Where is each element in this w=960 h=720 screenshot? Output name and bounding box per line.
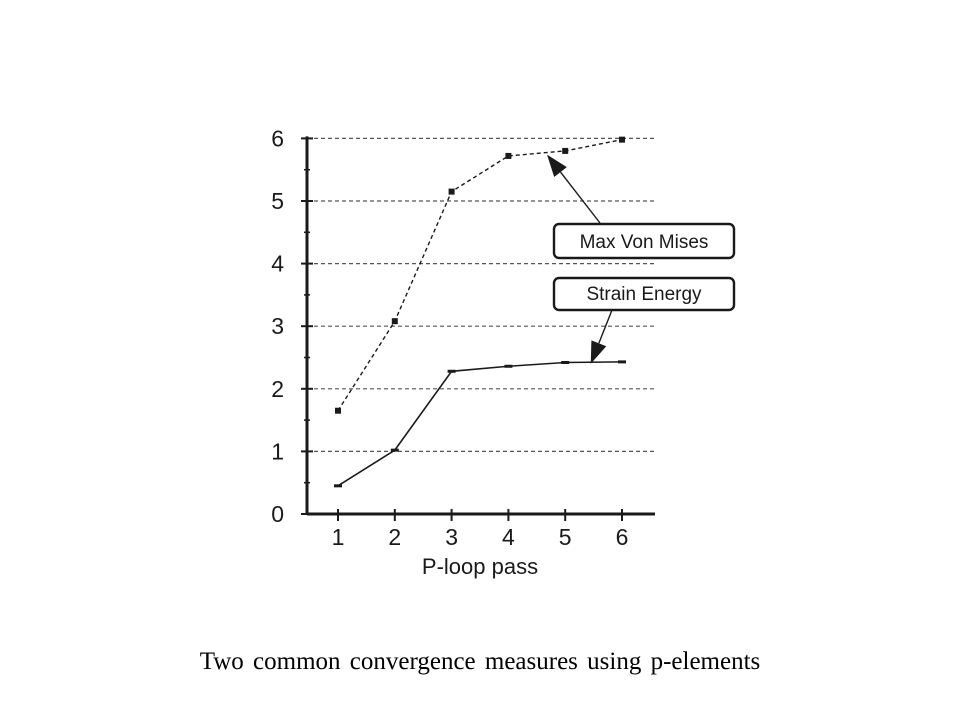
series-line <box>337 361 623 487</box>
data-point <box>505 152 512 159</box>
y-tick-label: 6 <box>271 125 284 151</box>
x-tick-label: 4 <box>502 524 515 550</box>
arrow-strain-energy <box>590 309 613 364</box>
callout-box-strain-energy <box>552 276 736 312</box>
callout-label-strain-energy: Strain Energy <box>586 284 702 305</box>
y-tick-label: 1 <box>271 438 284 464</box>
y-tick-label: 0 <box>271 501 284 527</box>
ticks: 0 1 2 3 4 5 6 1 2 3 4 5 6 <box>271 125 628 550</box>
data-point <box>391 318 398 325</box>
series-line <box>337 138 623 412</box>
arrow-head <box>547 154 567 177</box>
y-tick-label: 2 <box>271 376 284 402</box>
arrow-max-von-mises <box>547 154 601 224</box>
grid-lines <box>307 137 655 452</box>
x-tick-label: 1 <box>332 524 345 550</box>
series-strain-energy <box>334 360 626 488</box>
series-max-von-mises <box>335 136 625 414</box>
series <box>334 136 626 488</box>
y-tick-label: 3 <box>271 313 284 339</box>
callout-arrows <box>547 154 613 364</box>
x-axis-title: P-loop pass <box>422 554 538 579</box>
axes <box>305 136 655 516</box>
data-point <box>448 188 455 195</box>
arrow-head <box>590 340 607 364</box>
x-tick-label: 5 <box>559 524 572 550</box>
data-point <box>335 407 341 414</box>
data-point <box>562 147 569 154</box>
y-tick-label: 5 <box>271 188 284 214</box>
callout-label-max-von-mises: Max Von Mises <box>580 232 709 253</box>
callout-strain-energy: Strain Energy <box>552 276 736 312</box>
arrow-shaft <box>598 309 613 344</box>
data-point <box>619 136 625 143</box>
x-tick-label: 3 <box>445 524 458 550</box>
y-tick-label: 4 <box>271 251 284 277</box>
callout-box-max-von-mises <box>552 222 736 260</box>
x-tick-label: 2 <box>388 524 401 550</box>
figure-caption: Two common convergence measures using p-… <box>199 648 761 675</box>
arrow-shaft <box>559 171 601 224</box>
callout-max-von-mises: Max Von Mises <box>552 222 736 260</box>
x-tick-label: 6 <box>616 524 629 550</box>
